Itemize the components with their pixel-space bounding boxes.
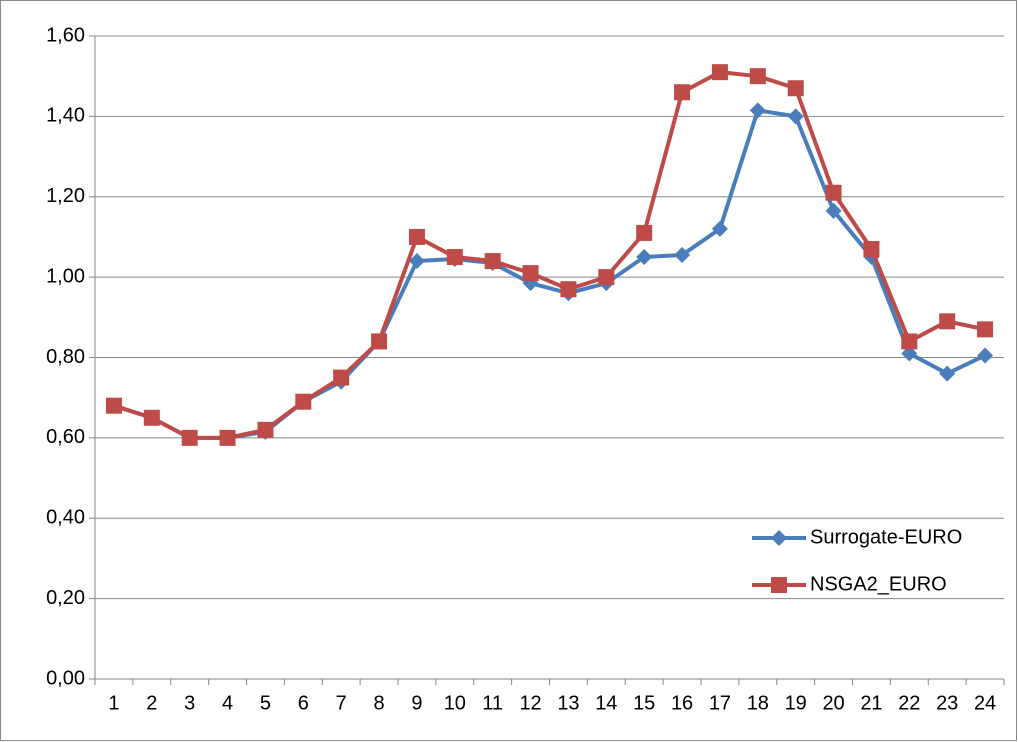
marker <box>408 228 425 245</box>
marker <box>977 347 994 364</box>
marker <box>560 281 577 298</box>
marker <box>446 249 463 266</box>
x-tick-label: 4 <box>222 692 233 714</box>
marker <box>219 429 236 446</box>
x-tick-label: 22 <box>898 692 920 714</box>
x-tick-label: 13 <box>557 692 579 714</box>
marker <box>522 265 539 282</box>
marker <box>636 224 653 241</box>
marker <box>977 321 994 338</box>
marker <box>105 397 122 414</box>
x-tick-label: 17 <box>709 692 731 714</box>
marker <box>711 64 728 81</box>
marker <box>749 102 766 119</box>
x-tick-label: 12 <box>519 692 541 714</box>
x-tick-label: 16 <box>671 692 693 714</box>
y-tick-label: 1,40 <box>46 105 85 127</box>
y-tick-label: 0,80 <box>46 346 85 368</box>
x-tick-label: 2 <box>146 692 157 714</box>
marker <box>674 247 691 264</box>
marker <box>939 313 956 330</box>
marker <box>371 333 388 350</box>
x-tick-label: 15 <box>633 692 655 714</box>
y-tick-label: 1,00 <box>46 265 85 287</box>
y-tick-label: 0,40 <box>46 507 85 529</box>
x-tick-label: 9 <box>411 692 422 714</box>
marker <box>711 220 728 237</box>
y-tick-label: 1,60 <box>46 24 85 46</box>
y-tick-label: 0,60 <box>46 426 85 448</box>
legend-label: Surrogate-EURO <box>810 526 962 548</box>
marker <box>787 80 804 97</box>
x-tick-label: 20 <box>822 692 844 714</box>
marker <box>749 68 766 85</box>
x-tick-label: 11 <box>482 692 503 714</box>
marker <box>408 253 425 270</box>
marker <box>863 240 880 257</box>
x-tick-label: 1 <box>108 692 119 714</box>
x-tick-label: 5 <box>260 692 271 714</box>
marker <box>939 365 956 382</box>
x-tick-label: 8 <box>374 692 385 714</box>
marker <box>484 253 501 270</box>
marker <box>787 108 804 125</box>
marker <box>901 345 918 362</box>
marker <box>825 184 842 201</box>
y-tick-label: 0,00 <box>46 667 85 689</box>
x-tick-label: 18 <box>747 692 769 714</box>
x-tick-label: 3 <box>184 692 195 714</box>
legend-marker <box>771 577 787 593</box>
marker <box>257 421 274 438</box>
marker <box>901 333 918 350</box>
x-tick-label: 6 <box>298 692 309 714</box>
y-tick-label: 0,20 <box>46 587 85 609</box>
marker <box>333 369 350 386</box>
x-tick-label: 21 <box>860 692 882 714</box>
legend-label: NSGA2_EURO <box>810 573 947 595</box>
x-tick-label: 19 <box>785 692 807 714</box>
marker <box>598 269 615 286</box>
marker <box>181 429 198 446</box>
x-tick-label: 7 <box>336 692 347 714</box>
x-tick-label: 14 <box>595 692 617 714</box>
x-tick-label: 10 <box>444 692 466 714</box>
marker <box>295 393 312 410</box>
marker <box>143 409 160 426</box>
marker <box>825 202 842 219</box>
marker <box>674 84 691 101</box>
marker <box>636 249 653 266</box>
legend-marker <box>771 530 787 546</box>
x-tick-label: 23 <box>936 692 958 714</box>
x-tick-label: 24 <box>974 692 996 714</box>
y-tick-label: 1,20 <box>46 185 85 207</box>
